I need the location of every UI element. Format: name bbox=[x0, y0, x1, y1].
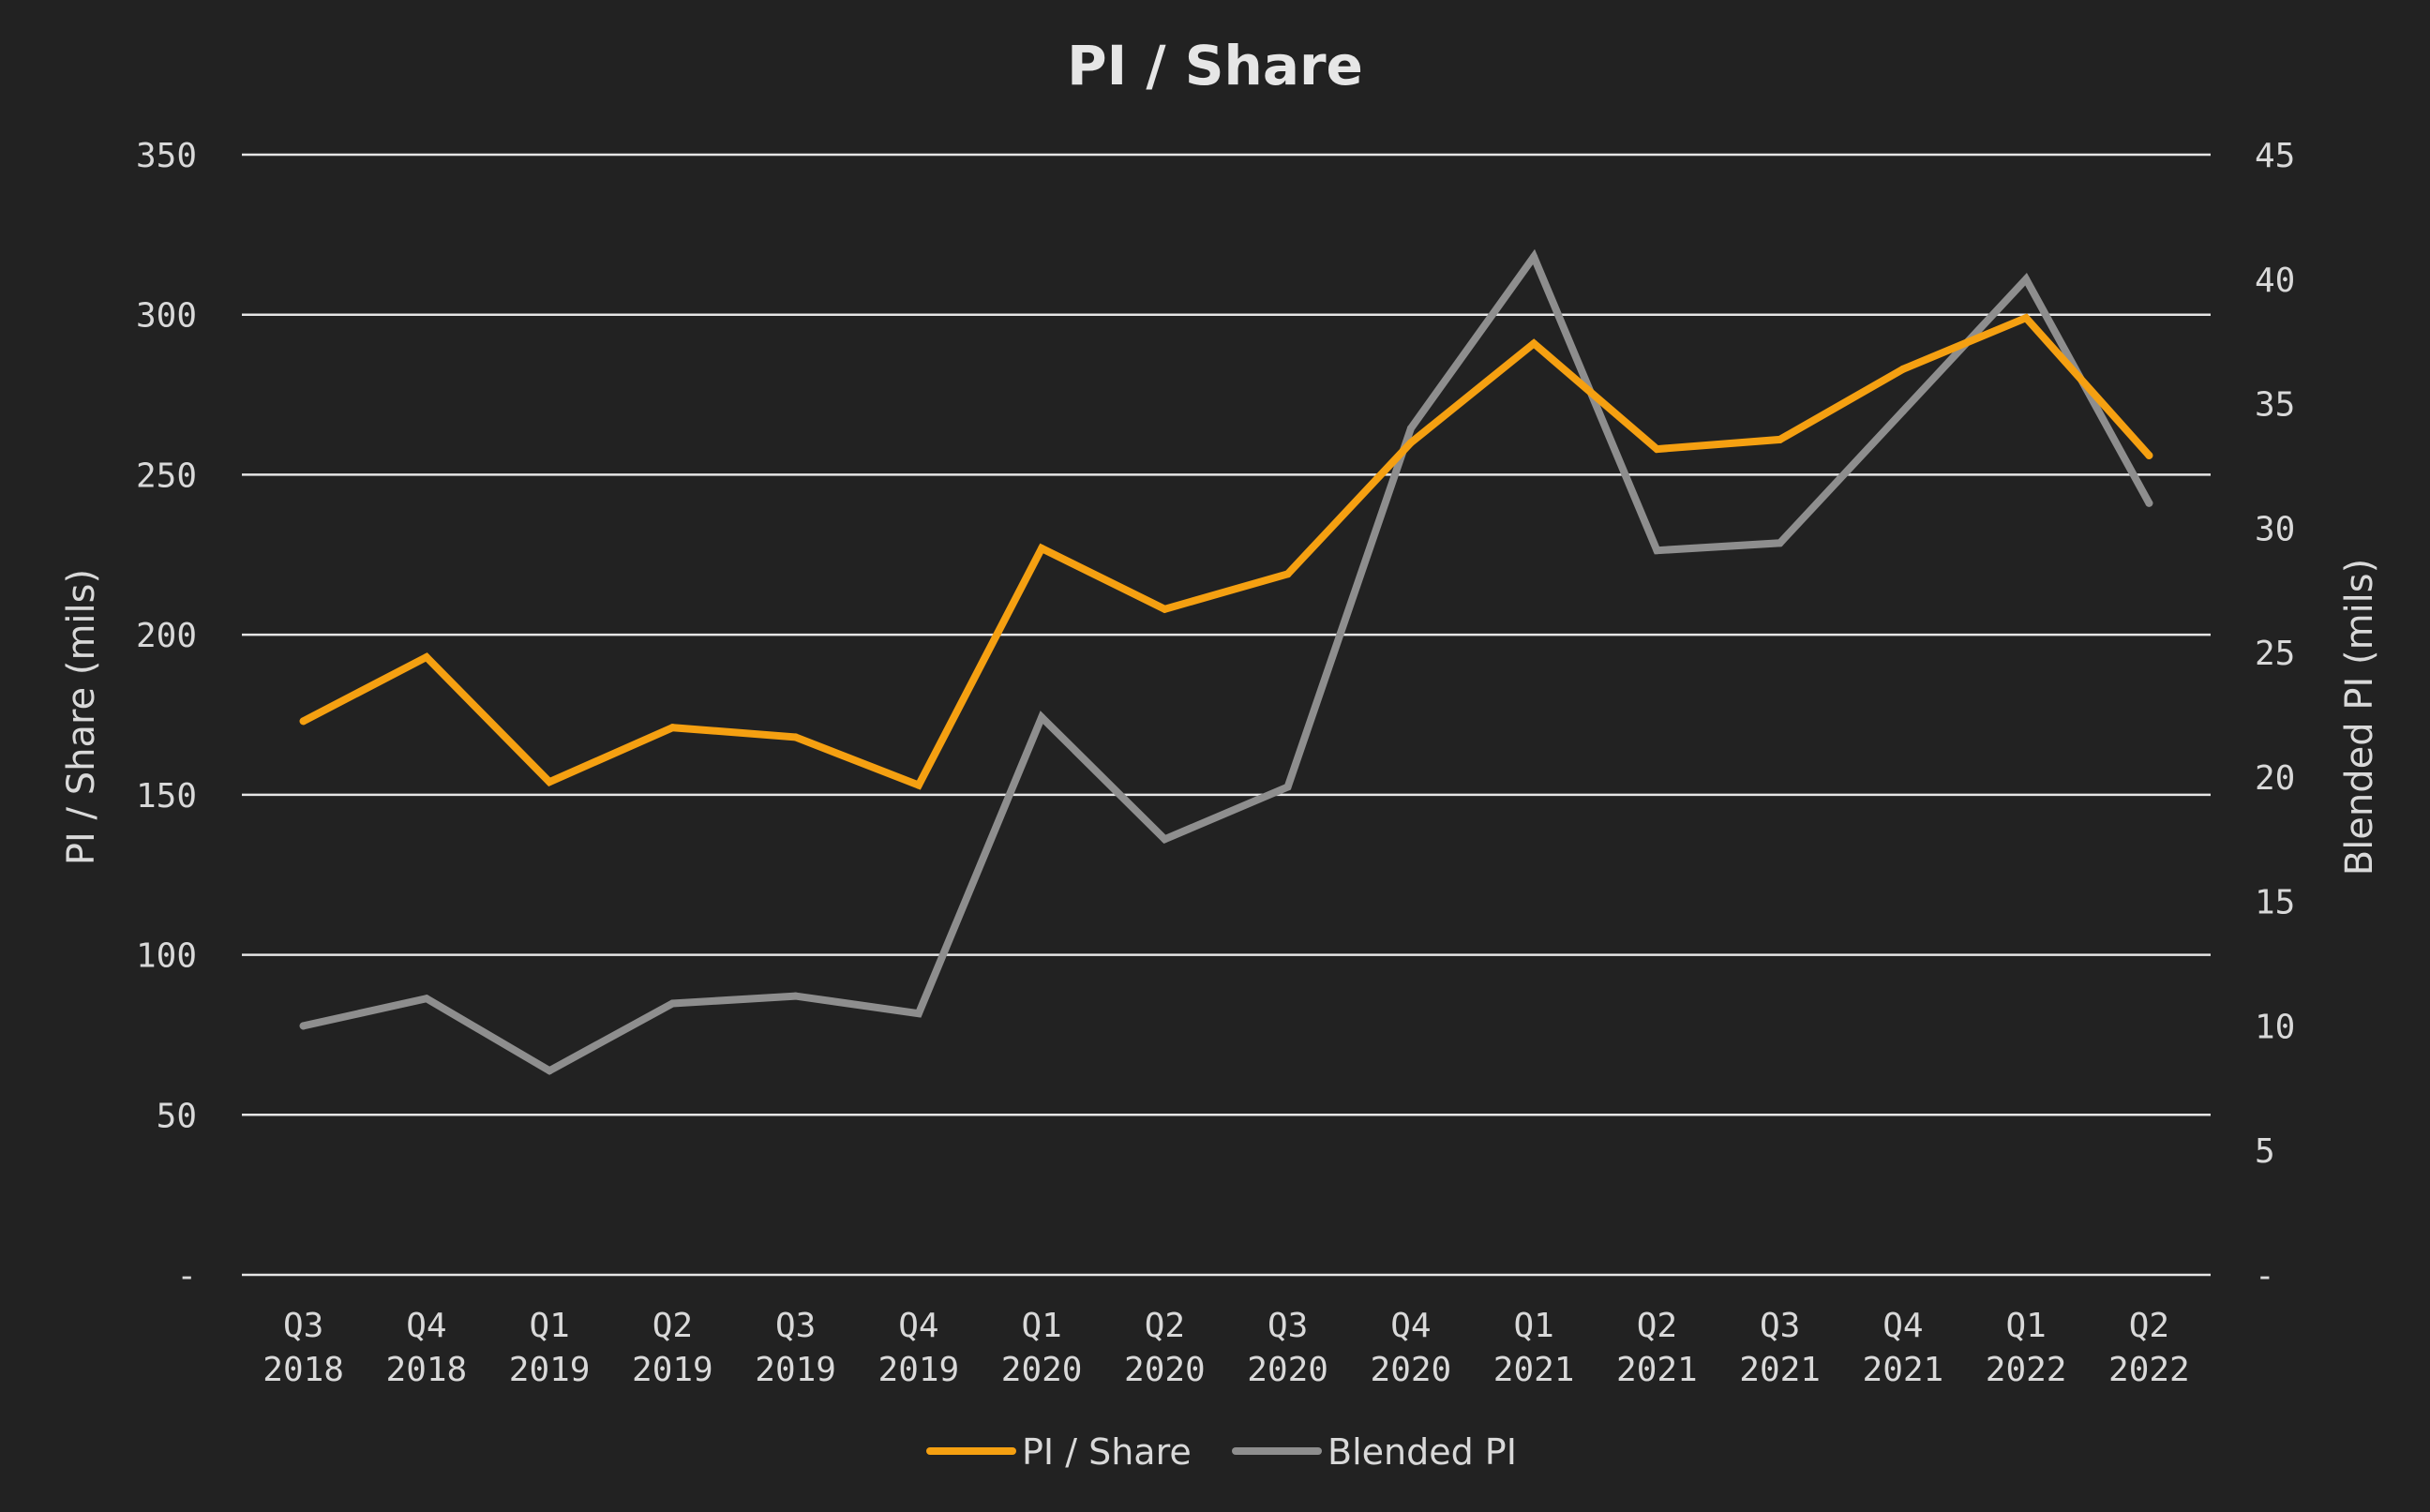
x-axis-ticks: Q3 2018 Q4 2018 Q1 2019 Q2 2019 Q3 2019 Q4 2019 Q1 20… bbox=[262, 1307, 2189, 1389]
x-tick-label: Q3 2019 bbox=[755, 1307, 836, 1389]
data-point bbox=[1653, 445, 1661, 454]
data-point bbox=[1406, 425, 1415, 433]
left-tick-label: - bbox=[176, 1257, 197, 1295]
left-tick-label: 150 bbox=[136, 777, 197, 816]
right-axis-label: Blended PI (mils) bbox=[2338, 559, 2381, 876]
series bbox=[299, 248, 2153, 1075]
data-point bbox=[2145, 499, 2153, 507]
legend: PI / Share Blended PI bbox=[926, 1431, 1517, 1473]
grid bbox=[242, 153, 2211, 1277]
legend-label: Blended PI bbox=[1328, 1431, 1517, 1473]
data-point bbox=[1530, 252, 1538, 261]
chart-title: PI / Share bbox=[1067, 34, 1363, 97]
data-point bbox=[791, 733, 800, 741]
legend-label: PI / Share bbox=[1022, 1431, 1192, 1473]
data-point bbox=[2022, 275, 2031, 283]
x-tick-label: Q4 2021 bbox=[1863, 1307, 1944, 1389]
data-point bbox=[422, 653, 430, 662]
right-tick-label: 35 bbox=[2255, 386, 2295, 425]
right-tick-label: 10 bbox=[2255, 1008, 2295, 1046]
data-point bbox=[546, 778, 554, 786]
data-point bbox=[2022, 314, 2031, 322]
x-tick-label: Q3 2018 bbox=[262, 1307, 344, 1389]
data-point bbox=[1898, 407, 1907, 415]
left-tick-label: 200 bbox=[136, 617, 197, 655]
right-tick-label: 15 bbox=[2255, 884, 2295, 922]
x-tick-label: Q3 2020 bbox=[1247, 1307, 1328, 1389]
series-line-pi-per-share bbox=[299, 313, 2153, 790]
left-tick-label: 300 bbox=[136, 297, 197, 336]
right-tick-label: 5 bbox=[2255, 1132, 2275, 1171]
right-tick-label: 25 bbox=[2255, 635, 2295, 673]
data-point bbox=[1653, 546, 1661, 555]
x-tick-label: Q4 2018 bbox=[386, 1307, 468, 1389]
left-tick-label: 350 bbox=[136, 137, 197, 175]
data-point bbox=[2145, 451, 2153, 459]
x-tick-label: Q2 2022 bbox=[2108, 1307, 2190, 1389]
data-point bbox=[1161, 835, 1169, 844]
x-tick-label: Q1 2020 bbox=[1001, 1307, 1083, 1389]
data-point bbox=[791, 992, 800, 1000]
left-axis-ticks: - 50 100 150 200 250 300 350 bbox=[136, 137, 197, 1295]
left-axis-label: PI / Share (mils) bbox=[60, 569, 103, 865]
x-tick-label: Q1 2022 bbox=[1986, 1307, 2067, 1389]
x-tick-label: Q2 2020 bbox=[1124, 1307, 1206, 1389]
x-tick-label: Q2 2019 bbox=[632, 1307, 713, 1389]
data-point bbox=[422, 995, 430, 1003]
data-point bbox=[1530, 339, 1538, 348]
data-point bbox=[1406, 439, 1415, 447]
x-tick-label: Q1 2019 bbox=[509, 1307, 591, 1389]
right-tick-label: - bbox=[2255, 1257, 2275, 1295]
right-axis-ticks: - 5 10 15 20 25 30 35 40 45 bbox=[2255, 137, 2295, 1295]
left-tick-label: 50 bbox=[157, 1097, 197, 1135]
left-tick-label: 250 bbox=[136, 457, 197, 495]
data-point bbox=[914, 1010, 922, 1018]
data-point bbox=[1283, 783, 1292, 791]
data-point bbox=[1038, 544, 1046, 552]
right-tick-label: 45 bbox=[2255, 137, 2295, 175]
data-point bbox=[668, 999, 677, 1008]
x-tick-label: Q1 2021 bbox=[1493, 1307, 1575, 1389]
data-point bbox=[1161, 605, 1169, 613]
data-point bbox=[1038, 713, 1046, 722]
data-point bbox=[1776, 539, 1784, 547]
right-tick-label: 20 bbox=[2255, 759, 2295, 798]
data-point bbox=[299, 717, 308, 726]
data-point bbox=[1776, 435, 1784, 443]
x-tick-label: Q4 2019 bbox=[878, 1307, 960, 1389]
data-point bbox=[1283, 570, 1292, 578]
x-tick-label: Q2 2021 bbox=[1616, 1307, 1698, 1389]
x-tick-label: Q3 2021 bbox=[1739, 1307, 1821, 1389]
left-tick-label: 100 bbox=[136, 937, 197, 976]
series-line-blended-pi bbox=[299, 248, 2153, 1075]
data-point bbox=[1898, 365, 1907, 373]
data-point bbox=[546, 1067, 554, 1075]
right-tick-label: 30 bbox=[2255, 510, 2295, 548]
x-tick-label: Q4 2020 bbox=[1371, 1307, 1452, 1389]
right-tick-label: 40 bbox=[2255, 262, 2295, 300]
data-point bbox=[299, 1022, 308, 1030]
data-point bbox=[668, 724, 677, 732]
data-point bbox=[914, 781, 922, 789]
